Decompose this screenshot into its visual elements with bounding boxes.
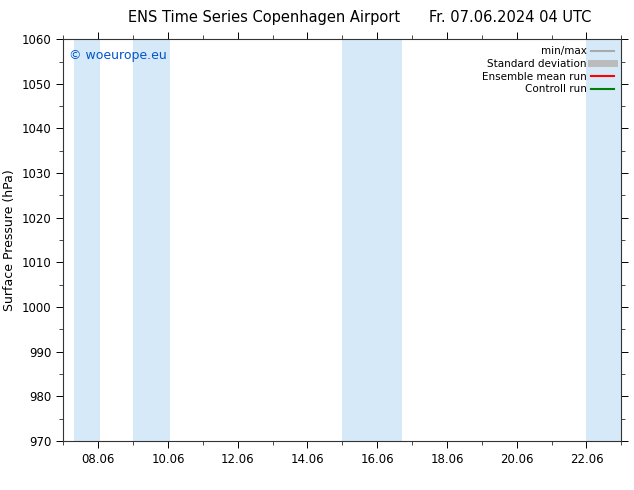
Bar [586, 39, 621, 441]
Y-axis label: Surface Pressure (hPa): Surface Pressure (hPa) [3, 169, 16, 311]
Text: ENS Time Series Copenhagen Airport: ENS Time Series Copenhagen Airport [128, 10, 400, 25]
Bar [133, 39, 170, 441]
Bar [342, 39, 402, 441]
Text: © woeurope.eu: © woeurope.eu [69, 49, 167, 62]
Text: Fr. 07.06.2024 04 UTC: Fr. 07.06.2024 04 UTC [429, 10, 591, 25]
Legend: min/max, Standard deviation, Ensemble mean run, Controll run: min/max, Standard deviation, Ensemble me… [478, 42, 618, 98]
Bar [74, 39, 100, 441]
